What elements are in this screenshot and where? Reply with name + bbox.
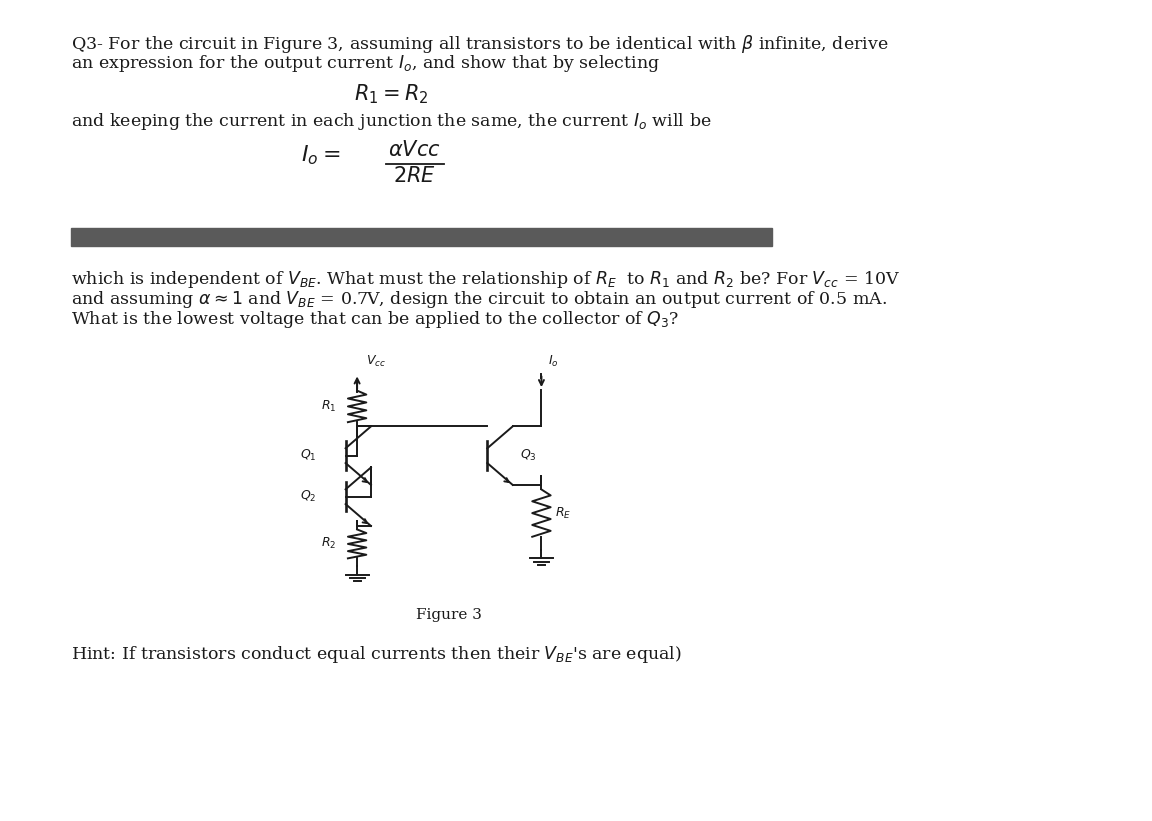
Text: What is the lowest voltage that can be applied to the collector of $Q_3$?: What is the lowest voltage that can be a… [71, 309, 680, 330]
Text: Q3- For the circuit in Figure 3, assuming all transistors to be identical with $: Q3- For the circuit in Figure 3, assumin… [71, 33, 889, 55]
Text: which is independent of $V_{BE}$. What must the relationship of $R_E$  to $R_1$ : which is independent of $V_{BE}$. What m… [71, 269, 901, 291]
Text: $2RE$: $2RE$ [393, 166, 437, 186]
Text: $\alpha Vcc$: $\alpha Vcc$ [388, 140, 441, 159]
Text: $R_1$: $R_1$ [321, 399, 336, 414]
Text: $I_o =$: $I_o =$ [301, 144, 340, 167]
Bar [71, 228, 772, 246]
Text: $Q_3$: $Q_3$ [520, 448, 537, 463]
Text: Hint: If transistors conduct equal currents then their $V_{BE}$'s are equal): Hint: If transistors conduct equal curre… [71, 644, 682, 666]
Text: $I_o$: $I_o$ [548, 355, 559, 369]
Text: $R_E$: $R_E$ [555, 506, 571, 521]
Text: and keeping the current in each junction the same, the current $I_o$ will be: and keeping the current in each junction… [71, 111, 712, 132]
Text: and assuming $\alpha \approx 1$ and $V_{BE}$ = 0.7V, design the circuit to obtai: and assuming $\alpha \approx 1$ and $V_{… [71, 289, 887, 310]
Text: $Q_1$: $Q_1$ [301, 448, 317, 463]
Text: an expression for the output current $I_o$, and show that by selecting: an expression for the output current $I_… [71, 53, 660, 75]
Text: $Q_2$: $Q_2$ [301, 489, 317, 504]
Text: $R_1 = R_2$: $R_1 = R_2$ [355, 82, 429, 106]
Text: $V_{cc}$: $V_{cc}$ [366, 355, 386, 369]
Text: Figure 3: Figure 3 [416, 608, 483, 621]
Text: $R_2$: $R_2$ [321, 536, 336, 552]
